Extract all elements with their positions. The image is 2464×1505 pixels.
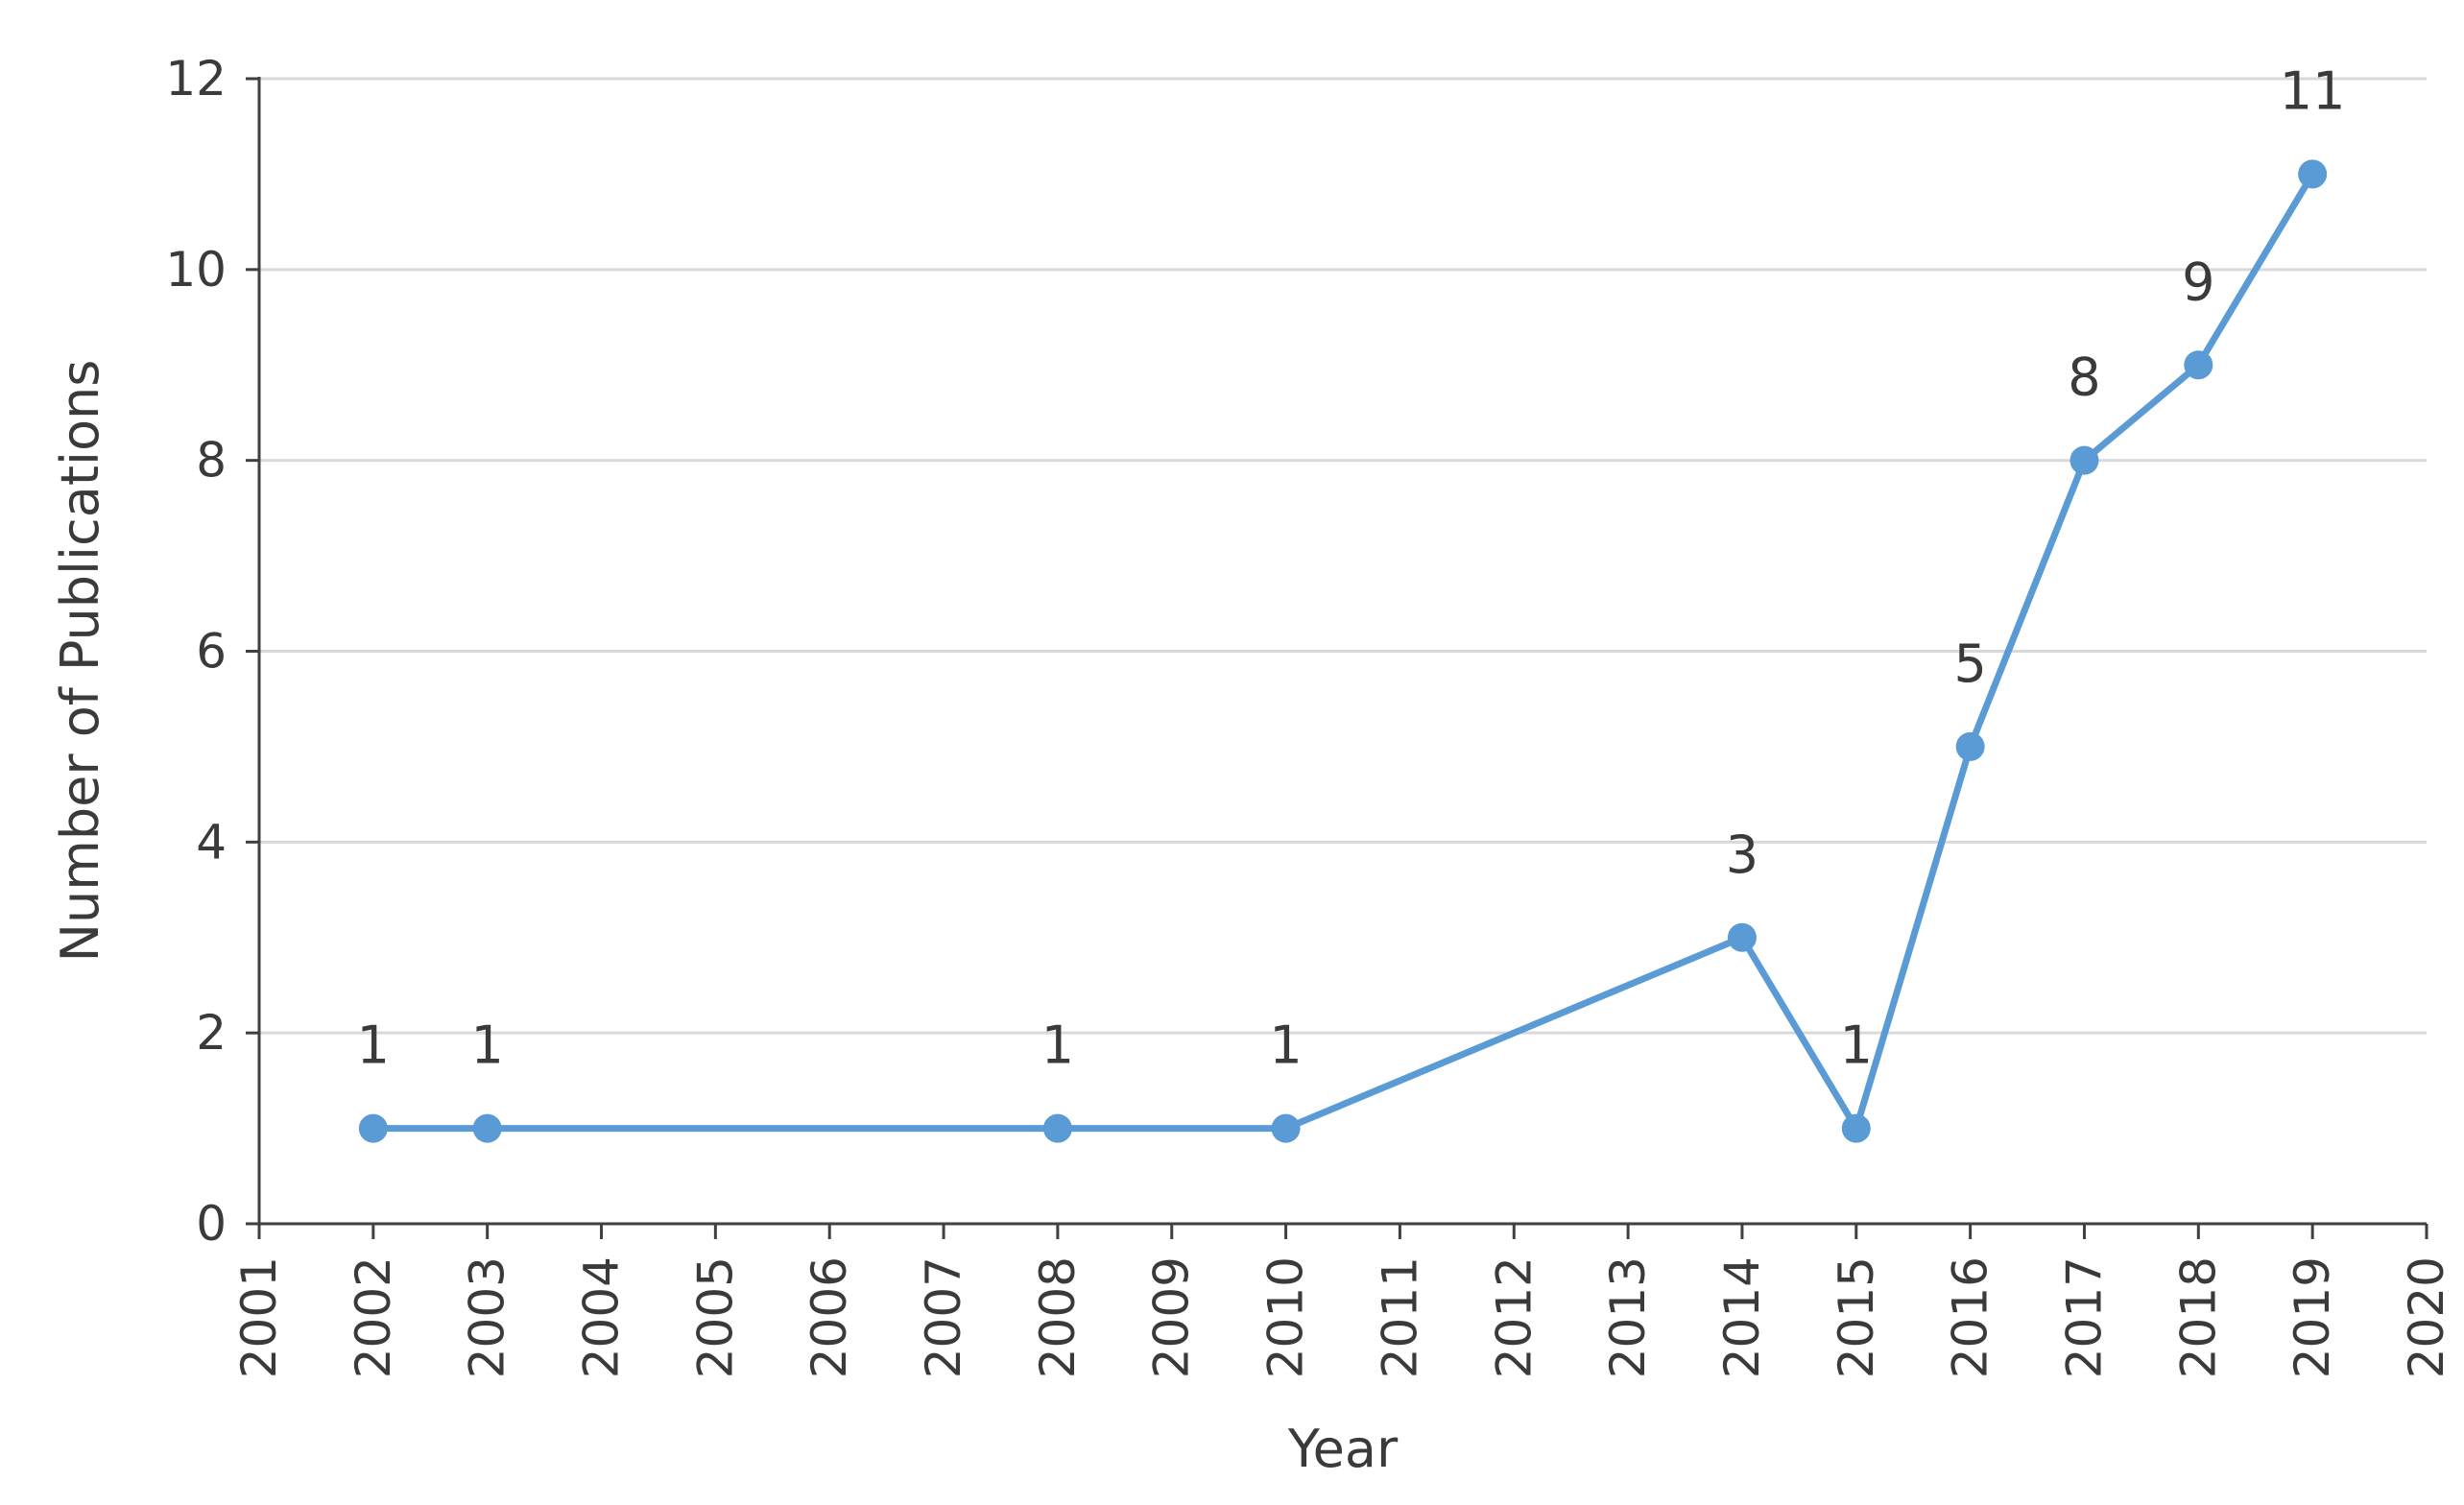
x-tick-label: 2013 (1600, 1256, 1656, 1378)
series-line (372, 172, 2316, 1133)
y-axis-title: Number of Publications (50, 360, 110, 963)
x-tick-label: 2006 (801, 1256, 857, 1378)
x-tick-label: 2017 (2056, 1256, 2112, 1378)
x-tick-label: 2019 (2285, 1256, 2340, 1378)
x-axis-ticks: 2001 2002 2003 2004 2005 2006 2007 2008 2009 2010… (231, 1224, 2454, 1378)
y-tick-label: 4 (196, 814, 227, 870)
x-tick-label: 2012 (1486, 1256, 1542, 1378)
x-tick-label: 2001 (231, 1256, 287, 1378)
data-label: 9 (2182, 251, 2214, 312)
data-label: 1 (1269, 1015, 1302, 1076)
data-point (2069, 445, 2099, 475)
series-group (358, 159, 2328, 1143)
data-label: 8 (2068, 347, 2100, 408)
x-tick-label: 2004 (574, 1256, 630, 1378)
data-label: 5 (1953, 633, 1986, 694)
x-tick-label: 2005 (687, 1256, 743, 1378)
data-label: 3 (1726, 824, 1758, 885)
x-tick-label: 2008 (1030, 1256, 1086, 1378)
data-label: 1 (1041, 1015, 1074, 1076)
y-tick-label: 10 (165, 242, 227, 298)
x-tick-label: 2009 (1144, 1256, 1200, 1378)
data-label: 1 (471, 1015, 504, 1076)
y-tick-label: 8 (196, 433, 227, 489)
y-tick-label: 6 (196, 624, 227, 680)
y-axis-ticks: 0 2 4 6 8 10 12 (165, 51, 259, 1252)
y-tick-label: 12 (165, 51, 227, 107)
data-point (1271, 1113, 1301, 1143)
y-tick-label: 2 (196, 1005, 227, 1061)
data-point (2298, 159, 2328, 189)
data-point (1955, 731, 1985, 761)
data-point (472, 1113, 502, 1143)
x-tick-label: 2014 (1714, 1256, 1770, 1378)
x-tick-label: 2018 (2170, 1256, 2226, 1378)
data-label: 1 (1840, 1015, 1873, 1076)
x-tick-label: 2002 (346, 1256, 401, 1378)
y-tick-label: 0 (196, 1196, 227, 1252)
x-tick-label: 2010 (1258, 1256, 1314, 1378)
x-axis-title: Year (1287, 1419, 1399, 1479)
x-tick-label: 2011 (1372, 1256, 1427, 1378)
x-tick-label: 2020 (2399, 1256, 2454, 1378)
x-tick-label: 2003 (460, 1256, 515, 1378)
data-label: 1 (357, 1015, 390, 1076)
x-tick-label: 2016 (1943, 1256, 1998, 1378)
data-point (358, 1113, 388, 1143)
data-point (1727, 922, 1757, 952)
gridlines (259, 77, 2427, 1035)
data-point (2184, 350, 2213, 380)
x-tick-label: 2007 (916, 1256, 971, 1378)
data-label: 11 (2280, 60, 2346, 121)
x-tick-label: 2015 (1829, 1256, 1884, 1378)
data-point (1042, 1113, 1072, 1143)
data-point (1841, 1113, 1871, 1143)
